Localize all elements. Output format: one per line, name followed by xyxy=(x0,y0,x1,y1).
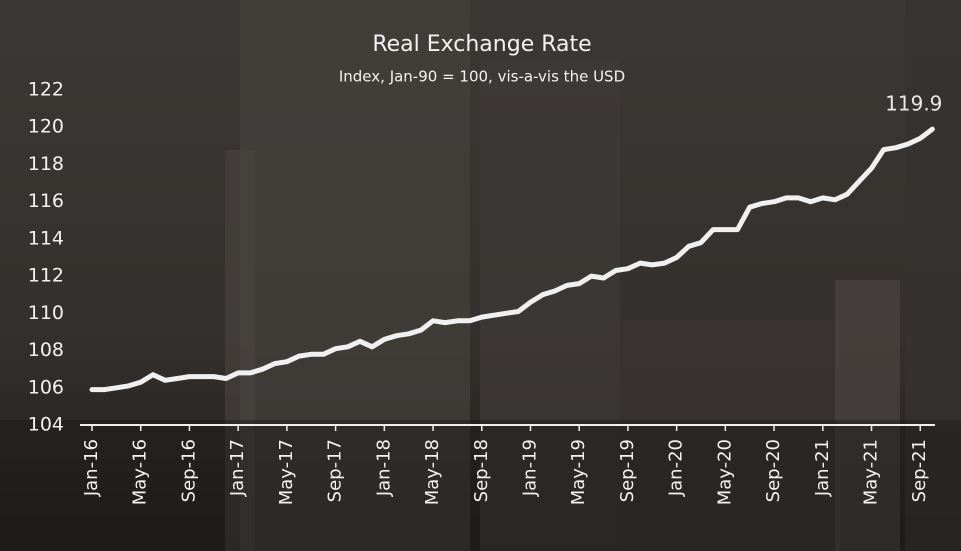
x-tick-label: May-17 xyxy=(276,439,297,505)
ground xyxy=(0,420,961,551)
building xyxy=(240,0,470,551)
x-tick-label: Sep-21 xyxy=(909,439,930,502)
y-tick-label: 112 xyxy=(28,265,64,287)
building xyxy=(225,150,255,551)
y-tick-label: 120 xyxy=(28,116,64,138)
y-tick-label: 114 xyxy=(28,227,64,249)
building xyxy=(835,280,900,551)
x-tick-label: Jan-17 xyxy=(227,439,248,497)
chart-title: Real Exchange Rate xyxy=(372,32,591,57)
x-tick-label: May-21 xyxy=(861,439,882,505)
data-label: 119.9 xyxy=(885,92,942,116)
y-tick-label: 106 xyxy=(28,376,64,398)
x-tick-label: May-16 xyxy=(130,439,151,505)
y-tick-label: 122 xyxy=(28,79,64,101)
y-tick-label: 104 xyxy=(28,414,64,436)
x-tick-label: Sep-16 xyxy=(178,439,199,502)
x-tick-label: Jan-19 xyxy=(519,439,540,497)
x-tick-label: May-19 xyxy=(568,439,589,505)
y-tick-label: 108 xyxy=(28,339,64,361)
x-tick-label: Sep-17 xyxy=(325,439,346,502)
x-tick-label: Sep-20 xyxy=(763,439,784,502)
x-tick-label: Jan-16 xyxy=(81,439,102,497)
x-tick-label: Sep-18 xyxy=(471,439,492,502)
x-tick-label: Jan-20 xyxy=(666,439,687,497)
x-tick-label: Jan-21 xyxy=(812,439,833,497)
chart-subtitle: Index, Jan-90 = 100, vis-a-vis the USD xyxy=(339,68,625,86)
x-tick-label: May-20 xyxy=(714,439,735,505)
y-tick-label: 110 xyxy=(28,302,64,324)
x-tick-label: Sep-19 xyxy=(617,439,638,502)
building xyxy=(620,320,840,551)
y-tick-label: 118 xyxy=(28,153,64,175)
y-tick-label: 116 xyxy=(28,190,64,212)
x-tick-label: Jan-18 xyxy=(373,439,394,497)
x-tick-label: May-18 xyxy=(422,439,443,505)
building xyxy=(905,0,961,551)
building xyxy=(480,60,620,551)
data-line xyxy=(89,126,935,393)
